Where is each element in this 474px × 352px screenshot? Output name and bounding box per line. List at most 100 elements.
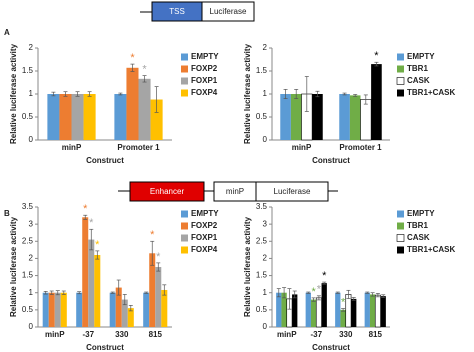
bar [149, 253, 156, 327]
bar [281, 292, 287, 327]
significance-marker: * [156, 251, 161, 263]
error-bar [154, 86, 159, 113]
error-bar [95, 250, 100, 260]
bar [60, 292, 67, 327]
error-bar [118, 92, 123, 96]
error-bar [49, 290, 54, 295]
significance-marker: * [311, 286, 316, 298]
x-tick-label: 330 [339, 330, 353, 339]
bar [349, 95, 361, 140]
bar [360, 99, 372, 141]
error-bar [150, 240, 155, 266]
legend-swatch [181, 89, 188, 97]
y-tick-label: 1 [29, 89, 34, 98]
y-tick-label: 1.5 [22, 271, 34, 280]
bar [143, 292, 150, 327]
y-tick-label: 3.5 [22, 202, 34, 211]
construct-label: Luciferase [274, 187, 311, 196]
x-axis-label: Construct [86, 343, 124, 352]
bar [88, 239, 95, 327]
error-bar [306, 291, 311, 294]
y-tick-label: 3 [29, 219, 34, 228]
panel-label: B [4, 209, 10, 218]
y-tick-label: 2 [263, 254, 268, 263]
error-bar [122, 294, 127, 306]
error-bar [282, 287, 287, 299]
enhancer-box [129, 181, 205, 202]
error-bar [370, 292, 375, 297]
legend-label: EMPTY [407, 209, 435, 218]
legend-swatch [397, 89, 404, 97]
y-tick-label: 1.5 [256, 66, 268, 75]
error-bar [304, 76, 309, 112]
legend-label: TBR1 [407, 64, 428, 73]
bar [292, 294, 298, 327]
bar [369, 294, 376, 327]
error-bar [363, 94, 368, 105]
x-tick-label: minP [292, 143, 312, 152]
error-bar [61, 290, 66, 295]
significance-marker: * [374, 50, 379, 62]
bar [47, 94, 60, 140]
bar [138, 78, 151, 140]
error-bar [87, 91, 92, 97]
bar [321, 283, 327, 327]
x-tick-label: -37 [82, 330, 94, 339]
y-tick-label: 0 [29, 322, 34, 331]
legend-swatch [181, 77, 188, 85]
bar [82, 217, 89, 327]
construct-label: TSS [169, 7, 185, 16]
bar [276, 292, 282, 327]
x-tick-label: 815 [369, 330, 383, 339]
panel-label: A [4, 28, 10, 37]
bar [380, 296, 386, 327]
legend-label: TBR1 [407, 221, 428, 230]
x-tick-label: 815 [149, 330, 163, 339]
y-tick-label: 2.5 [256, 236, 268, 245]
legend-label: CASK [407, 233, 430, 242]
significance-marker: * [341, 296, 346, 308]
significance-marker: * [83, 203, 88, 215]
y-tick-label: 1 [263, 89, 268, 98]
error-bar [322, 281, 327, 285]
error-bar [342, 92, 347, 96]
error-bar [294, 89, 299, 99]
legend-swatch [396, 77, 405, 85]
bar [310, 299, 317, 327]
construct-label: Enhancer [150, 187, 185, 196]
y-tick-label: 3.5 [256, 202, 268, 211]
y-tick-label: 2.5 [22, 236, 34, 245]
bar [114, 94, 127, 140]
error-bar [335, 291, 340, 294]
significance-marker: * [89, 217, 94, 229]
y-tick-label: 1.5 [22, 66, 34, 75]
legend-swatch [181, 53, 188, 61]
legend-label: FOXP1 [191, 76, 218, 85]
y-tick-label: 1.5 [256, 271, 268, 280]
legend-label: EMPTY [191, 52, 219, 61]
significance-marker: * [130, 52, 135, 64]
legend-label: FOXP4 [191, 88, 218, 97]
error-bar [365, 291, 370, 294]
bar [59, 94, 72, 140]
x-axis-label: Construct [312, 343, 350, 352]
significance-marker: * [142, 64, 147, 76]
legend-label: FOXP4 [191, 245, 218, 254]
legend-label: FOXP2 [191, 64, 218, 73]
bar [126, 67, 139, 140]
error-bar [283, 89, 288, 99]
y-tick-label: 2 [263, 43, 268, 52]
bar [351, 298, 357, 327]
legend-swatch [397, 65, 404, 73]
legend-label: CASK [407, 76, 430, 85]
y-axis-label: Relative luciferase activity [243, 43, 252, 144]
error-bar [316, 295, 321, 301]
significance-marker: * [317, 284, 322, 296]
y-tick-label: 0.5 [256, 305, 268, 314]
x-tick-label: Promoter 1 [339, 143, 382, 152]
x-tick-label: minP [277, 330, 297, 339]
bar [280, 94, 291, 140]
error-bar [77, 291, 82, 295]
luciferase-box [255, 181, 329, 202]
bar [94, 255, 101, 327]
